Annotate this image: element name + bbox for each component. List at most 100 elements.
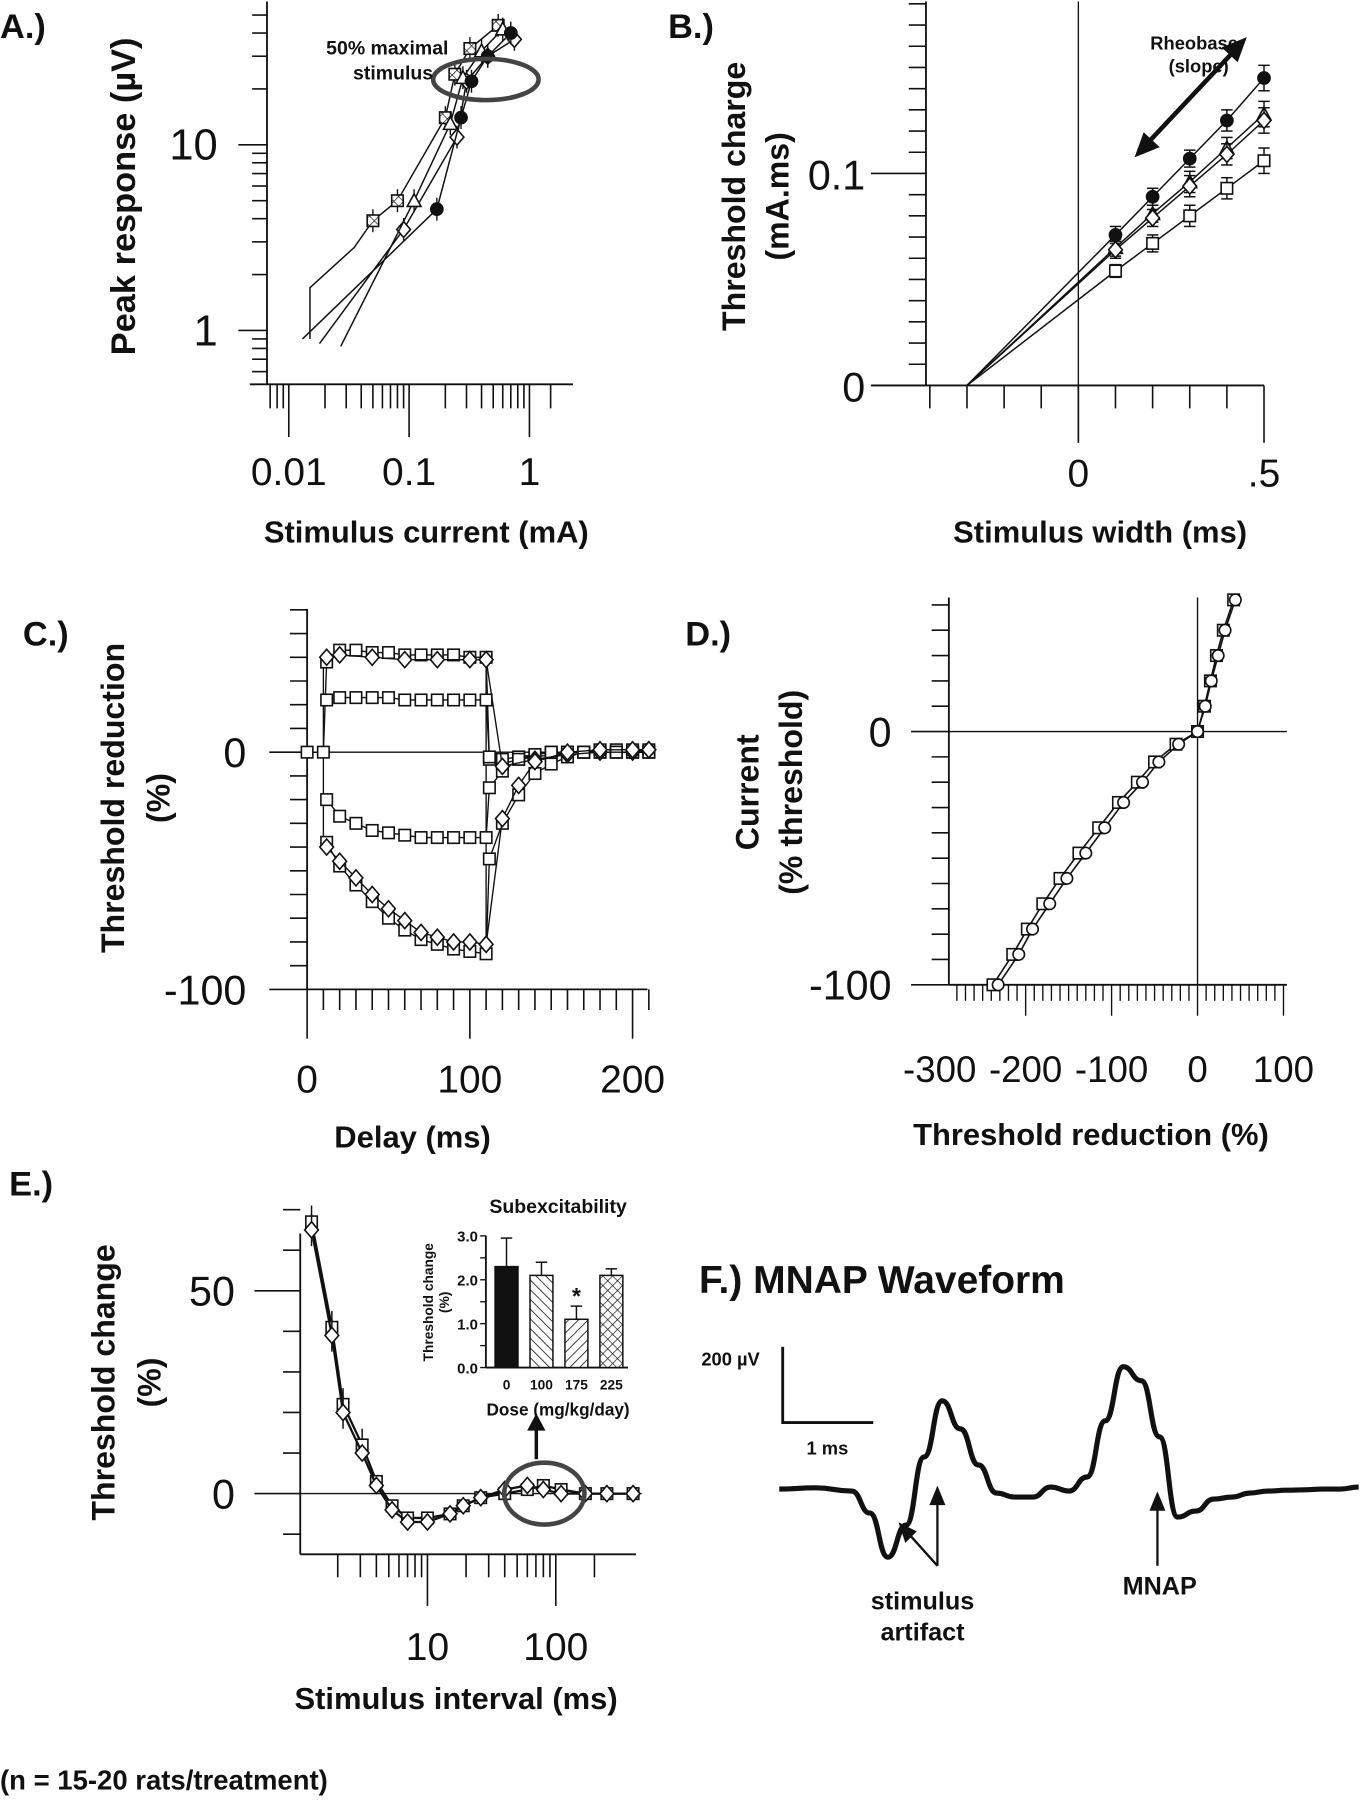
data-point-c bbox=[510, 776, 527, 795]
data-point-d bbox=[1079, 846, 1093, 860]
data-point-c bbox=[396, 650, 413, 669]
y-tick-label-a: 10 bbox=[169, 122, 217, 170]
data-point-c bbox=[414, 831, 428, 845]
data-point-c bbox=[380, 899, 397, 918]
data-point-a bbox=[429, 202, 444, 217]
rheobase-arrow-b bbox=[1144, 48, 1238, 147]
y-axis-label-c: Threshold reduction bbox=[95, 643, 131, 953]
data-point-c bbox=[461, 932, 478, 952]
data-point-c bbox=[365, 691, 379, 705]
data-point-c bbox=[364, 885, 381, 904]
data-point-e bbox=[472, 1488, 489, 1507]
data-point-c bbox=[482, 852, 496, 866]
inset-bar bbox=[529, 1274, 554, 1369]
y-axis-label-c: (%) bbox=[141, 773, 177, 823]
data-point-c bbox=[414, 648, 428, 662]
data-point-d bbox=[1211, 649, 1225, 663]
data-point-b bbox=[1144, 208, 1161, 228]
footer-note: (n = 15-20 rats/treatment) bbox=[0, 1764, 328, 1795]
data-point-c bbox=[331, 852, 348, 871]
x-axis-label-e: Stimulus interval (ms) bbox=[294, 1681, 617, 1716]
data-point-d bbox=[1136, 775, 1150, 789]
data-point-a bbox=[366, 214, 380, 228]
inset-y-tick-label: 3.0 bbox=[457, 1230, 478, 1246]
data-point-c bbox=[349, 691, 363, 705]
data-point-c bbox=[318, 648, 335, 667]
data-point-b bbox=[1108, 264, 1123, 278]
x-tick-label-c: 0 bbox=[296, 1059, 318, 1102]
data-point-d bbox=[1191, 725, 1205, 739]
data-point-b bbox=[1257, 71, 1271, 85]
data-point-d bbox=[1198, 699, 1212, 713]
data-point-b bbox=[1256, 111, 1272, 130]
inset-x-tick-label: 100 bbox=[530, 1377, 553, 1392]
x-tick-label-b: .5 bbox=[1248, 452, 1281, 495]
data-point-e bbox=[625, 1484, 642, 1503]
arrow-head-icon bbox=[898, 1522, 917, 1543]
series-line-b bbox=[966, 119, 1265, 387]
y-tick-label-b: 0.1 bbox=[808, 152, 865, 198]
data-point-e bbox=[384, 1500, 400, 1520]
data-point-e bbox=[323, 1326, 340, 1345]
x-tick-label-d: 0 bbox=[1187, 1049, 1207, 1090]
inset-x-tick-label: 175 bbox=[565, 1377, 588, 1392]
x-tick-label-e: 10 bbox=[406, 1626, 449, 1669]
arrow-head-icon bbox=[1221, 37, 1247, 63]
panel-label-d: D.) bbox=[685, 616, 731, 654]
annotation-text-f: MNAP bbox=[1123, 1572, 1197, 1600]
data-point-b bbox=[1181, 176, 1198, 196]
arrow-head-icon bbox=[527, 1413, 546, 1431]
data-point-c bbox=[577, 745, 591, 759]
data-point-c bbox=[624, 740, 641, 760]
data-point-c bbox=[365, 823, 379, 837]
data-point-e bbox=[368, 1476, 385, 1495]
y-tick-label-b: 0 bbox=[842, 365, 865, 411]
data-point-c bbox=[381, 646, 396, 660]
significance-marker: * bbox=[572, 1283, 581, 1309]
data-point-c bbox=[478, 935, 495, 954]
data-point-c bbox=[544, 757, 558, 771]
x-tick-label-a: 0.1 bbox=[382, 451, 436, 494]
data-point-c bbox=[349, 816, 363, 830]
data-point-e bbox=[335, 1403, 351, 1422]
data-point-d bbox=[1218, 623, 1232, 637]
data-point-e bbox=[535, 1480, 552, 1499]
series-line-b bbox=[966, 77, 1265, 386]
data-point-c bbox=[463, 831, 477, 845]
series-line-a bbox=[340, 28, 504, 347]
data-point-c bbox=[320, 793, 334, 807]
annotation-ellipse-e bbox=[501, 1460, 587, 1527]
data-point-d bbox=[1060, 871, 1074, 885]
data-point-b bbox=[1107, 240, 1124, 260]
data-point-c bbox=[640, 740, 657, 760]
panel-label-c: C.) bbox=[23, 616, 69, 654]
data-point-c bbox=[300, 745, 314, 759]
data-point-c bbox=[381, 691, 396, 705]
y-axis-label-d: Current bbox=[730, 734, 766, 850]
data-point-c bbox=[512, 752, 526, 766]
x-tick-label-d: -100 bbox=[1075, 1049, 1148, 1090]
data-point-c bbox=[461, 650, 478, 669]
inset-y-tick-label: 2.0 bbox=[457, 1274, 478, 1290]
data-point-c bbox=[320, 693, 334, 707]
artifact-arrow bbox=[906, 1531, 939, 1567]
data-point-e bbox=[455, 1496, 472, 1516]
data-point-c bbox=[316, 745, 330, 759]
panel-label-e: E.) bbox=[9, 1166, 53, 1204]
y-axis-label-e: Threshold change bbox=[86, 1244, 122, 1520]
data-point-c bbox=[333, 691, 347, 705]
data-point-c bbox=[430, 831, 444, 845]
data-point-e bbox=[553, 1484, 570, 1503]
data-point-c bbox=[364, 648, 381, 667]
data-point-c bbox=[429, 650, 446, 669]
data-point-c bbox=[482, 781, 496, 795]
data-point-c bbox=[559, 742, 576, 762]
y-tick-label-a: 1 bbox=[194, 307, 218, 355]
data-point-b bbox=[1220, 113, 1234, 128]
inset-y-axis-label: Threshold change bbox=[421, 1243, 436, 1362]
data-point-c bbox=[381, 826, 396, 840]
data-point-a bbox=[464, 74, 479, 89]
data-point-c bbox=[318, 837, 335, 857]
data-point-a bbox=[395, 220, 412, 239]
y-tick-label-e: 50 bbox=[189, 1269, 235, 1315]
